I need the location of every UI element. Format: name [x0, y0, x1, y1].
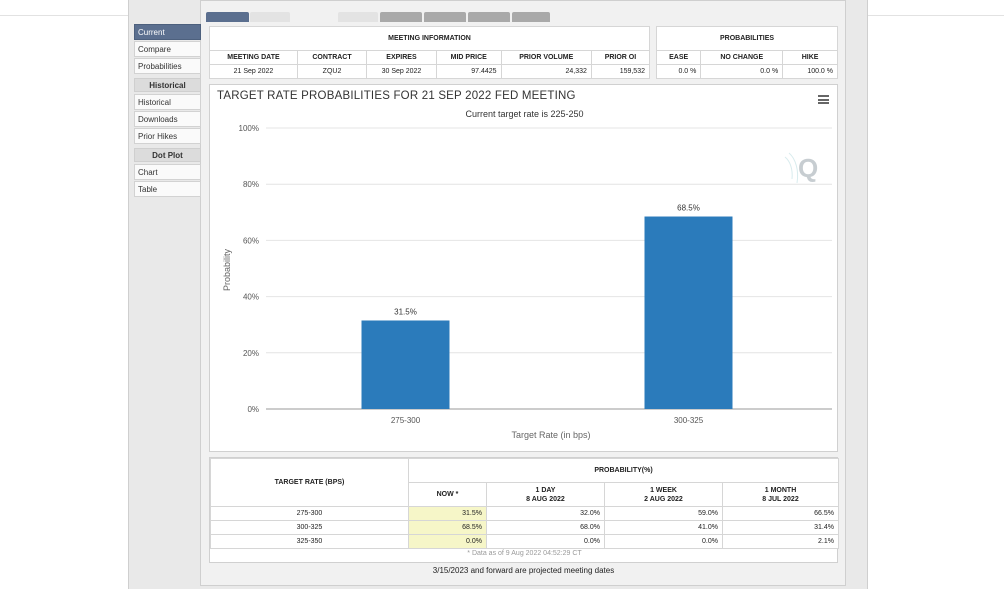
bar-value-label: 68.5%	[677, 204, 700, 213]
probabilities-table: PROBABILITIES EASE NO CHANGE HIKE 0.0 % …	[655, 26, 838, 79]
bar-chart: 0% 20% 40% 60% 80% 100% 31.5% 275-300 68.5% 300-…	[222, 124, 832, 440]
x-tick-label: 275-300	[391, 416, 421, 425]
tab-6[interactable]	[468, 12, 510, 22]
cell-1-month: 2.1%	[722, 534, 839, 549]
y-tick-label: 80%	[243, 180, 259, 189]
svg-text:Q: Q	[798, 153, 818, 183]
cell-contract: ZQU2	[296, 64, 368, 79]
table-row: 21 Sep 2022 ZQU2 30 Sep 2022 97.4425 24,…	[209, 64, 651, 79]
col-mid-price: MID PRICE	[435, 50, 502, 65]
col-hike: HIKE	[782, 50, 838, 65]
probability-table-panel: TARGET RATE (BPS) PROBABILITY(%) NOW * 1…	[209, 457, 839, 563]
col-now: NOW *	[408, 482, 487, 507]
sidebar-item-compare[interactable]: Compare	[134, 41, 201, 57]
sidebar-item-historical[interactable]: Historical	[134, 94, 201, 110]
cell-1-day: 32.0%	[486, 506, 605, 521]
bar-275-300[interactable]	[361, 320, 450, 409]
col-1-day: 1 DAY 8 AUG 2022	[486, 482, 605, 507]
sidebar: Current Compare Probabilities Historical…	[134, 24, 202, 198]
col-1-week: 1 WEEK 2 AUG 2022	[604, 482, 723, 507]
tab-2[interactable]	[250, 12, 290, 22]
col-prior-oi: PRIOR OI	[590, 50, 651, 65]
table-row: 0.0 % 0.0 % 100.0 %	[655, 64, 838, 79]
x-axis-label: Target Rate (in bps)	[511, 430, 590, 440]
cell-1-week: 59.0%	[604, 506, 723, 521]
tab-7[interactable]	[512, 12, 550, 22]
probabilities-header: PROBABILITIES	[656, 26, 838, 51]
meeting-info-table: MEETING INFORMATION MEETING DATE CONTRAC…	[209, 26, 651, 79]
tab-3[interactable]	[338, 12, 378, 22]
col-no-change: NO CHANGE	[700, 50, 784, 65]
col-meeting-date: MEETING DATE	[209, 50, 298, 65]
col-prior-volume: PRIOR VOLUME	[500, 50, 592, 65]
y-tick-label: 0%	[247, 405, 259, 414]
target-rate-probability-table: TARGET RATE (BPS) PROBABILITY(%) NOW * 1…	[210, 458, 839, 549]
data-timestamp-note: * Data as of 9 Aug 2022 04:52:29 CT	[467, 550, 582, 557]
cell-1-week: 0.0%	[604, 534, 723, 549]
cell-rate: 325-350	[210, 534, 409, 549]
y-tick-label: 40%	[243, 293, 259, 302]
chart-menu-icon[interactable]	[818, 95, 829, 104]
y-tick-label: 60%	[243, 236, 259, 245]
cell-expires: 30 Sep 2022	[366, 64, 437, 79]
meeting-info-header: MEETING INFORMATION	[209, 26, 650, 51]
col-target-rate: TARGET RATE (BPS)	[210, 458, 409, 507]
cell-ease: 0.0 %	[655, 64, 702, 79]
col-expires: EXPIRES	[366, 50, 437, 65]
cell-no-change: 0.0 %	[700, 64, 784, 79]
col-1-month: 1 MONTH 8 JUL 2022	[722, 482, 839, 507]
cell-1-month: 66.5%	[722, 506, 839, 521]
sidebar-item-downloads[interactable]: Downloads	[134, 111, 201, 127]
chart-subtitle: Current target rate is 225-250	[465, 109, 584, 119]
sidebar-section-historical: Historical	[134, 78, 201, 92]
sidebar-item-table[interactable]: Table	[134, 181, 201, 197]
cell-now: 68.5%	[408, 520, 487, 535]
x-tick-label: 300-325	[674, 416, 704, 425]
cell-prior-oi: 159,532	[590, 64, 651, 79]
y-tick-label: 20%	[243, 349, 259, 358]
cell-meeting-date: 21 Sep 2022	[209, 64, 298, 79]
tab-5[interactable]	[424, 12, 466, 22]
cell-now: 31.5%	[408, 506, 487, 521]
cell-rate: 300-325	[210, 520, 409, 535]
chart-title: TARGET RATE PROBABILITIES FOR 21 SEP 202…	[217, 90, 576, 102]
col-ease: EASE	[655, 50, 702, 65]
chart-panel: 0% 20% 40% 60% 80% 100% 31.5% 275-300 68.5% 300-…	[209, 84, 838, 452]
sidebar-item-prior-hikes[interactable]: Prior Hikes	[134, 128, 201, 144]
table-row: 325-350 0.0% 0.0% 0.0% 2.1%	[210, 534, 839, 549]
cell-1-day: 0.0%	[486, 534, 605, 549]
cell-prior-volume: 24,332	[500, 64, 592, 79]
y-axis-label: Probability	[222, 248, 232, 291]
bar-value-label: 31.5%	[394, 307, 417, 316]
tab-1[interactable]	[206, 12, 249, 22]
table-row: 275-300 31.5% 32.0% 59.0% 66.5%	[210, 506, 839, 521]
sidebar-item-chart[interactable]: Chart	[134, 164, 201, 180]
cell-1-month: 31.4%	[722, 520, 839, 535]
col-contract: CONTRACT	[296, 50, 368, 65]
cell-rate: 275-300	[210, 506, 409, 521]
table-row: 300-325 68.5% 68.0% 41.0% 31.4%	[210, 520, 839, 535]
y-tick-label: 100%	[239, 124, 259, 133]
cell-1-week: 41.0%	[604, 520, 723, 535]
projected-dates-note: 3/15/2023 and forward are projected meet…	[432, 566, 615, 575]
cell-now: 0.0%	[408, 534, 487, 549]
cell-mid-price: 97.4425	[435, 64, 502, 79]
col-probability: PROBABILITY(%)	[408, 458, 839, 483]
watermark-logo: Q	[784, 152, 818, 184]
cell-1-day: 68.0%	[486, 520, 605, 535]
cell-hike: 100.0 %	[782, 64, 838, 79]
bar-300-325[interactable]	[644, 216, 733, 409]
sidebar-section-dot-plot: Dot Plot	[134, 148, 201, 162]
tab-4[interactable]	[380, 12, 422, 22]
sidebar-item-probabilities[interactable]: Probabilities	[134, 58, 201, 74]
sidebar-item-current[interactable]: Current	[134, 24, 201, 40]
